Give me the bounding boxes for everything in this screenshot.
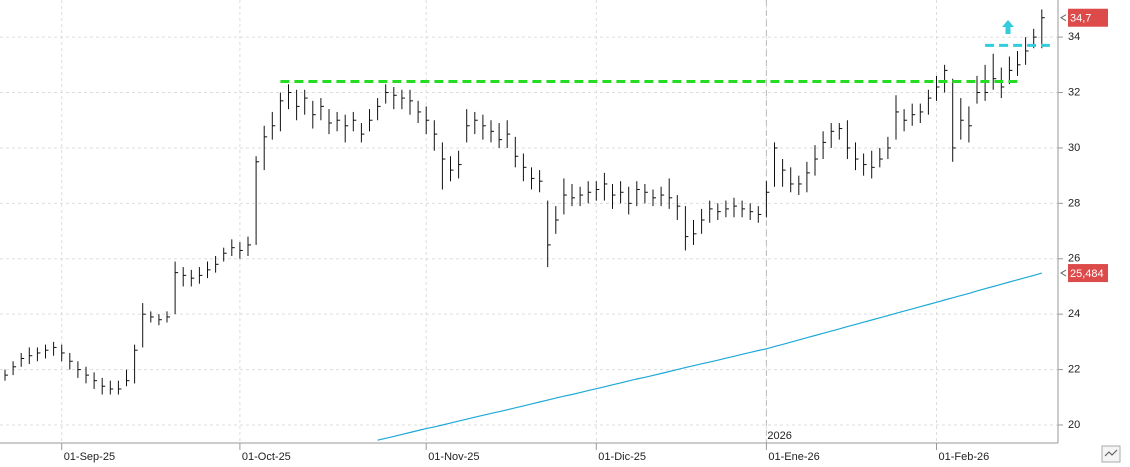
y-tick-label: 22 (1068, 363, 1080, 375)
y-tick-label: 30 (1068, 142, 1080, 154)
y-tick-label: 26 (1068, 253, 1080, 265)
price-label: 34,7 (1070, 13, 1091, 25)
x-tick-label: 01-Ene-26 (768, 451, 819, 463)
x-tick-label: 01-Sep-25 (64, 451, 115, 463)
up-arrow-icon (1002, 20, 1014, 34)
x-tick-label: 01-Dic-25 (598, 451, 646, 463)
x-tick-label: 01-Oct-25 (242, 451, 291, 463)
y-tick-label: 28 (1068, 197, 1080, 209)
price-pointer (1060, 14, 1067, 22)
price-label-box (1068, 264, 1108, 283)
y-tick-label: 20 (1068, 419, 1080, 431)
marks (4, 9, 1050, 441)
labels: 20 22 24 26 28 30 32 34 01-Sep-25 01-Oct-25 01-Nov… (64, 8, 1108, 463)
year-label: 2026 (767, 430, 791, 442)
x-tick-label: 01-Nov-25 (428, 451, 479, 463)
price-pointer (1060, 269, 1067, 277)
moving-average (377, 272, 1042, 441)
price-label: 25,484 (1070, 268, 1104, 280)
grid (0, 0, 1063, 450)
y-tick-label: 32 (1068, 86, 1080, 98)
y-tick-label: 24 (1068, 308, 1080, 320)
x-tick-label: 01-Feb-26 (939, 451, 990, 463)
price-label-box (1068, 8, 1108, 27)
zoom-icon (1104, 449, 1118, 457)
y-tick-label: 34 (1068, 31, 1080, 43)
